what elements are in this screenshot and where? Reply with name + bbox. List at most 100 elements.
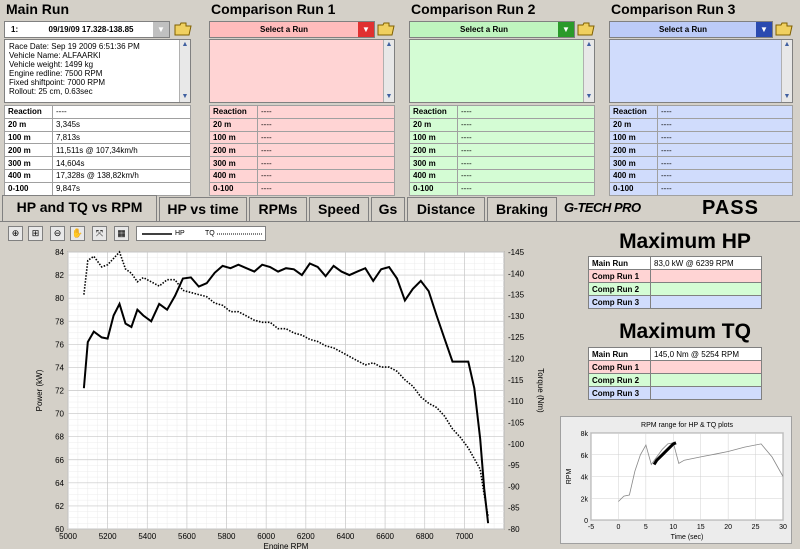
info-scrollbar[interactable]: ▲ ▼ [781,40,792,102]
comp-run-3-select[interactable]: Select a Run ▼ [609,21,773,38]
result-value: ---- [257,156,395,170]
max-tq-table: Main Run 145,0 Nm @ 5254 RPM Comp Run 1 Com… [588,347,762,400]
mini-y-tick-label: 0 [584,518,588,525]
result-label: 0-100 [209,181,258,196]
tab-speed[interactable]: Speed [309,197,369,221]
open-folder-icon[interactable] [775,22,793,36]
mini-y-tick-label: 8k [581,431,589,438]
max-row-value [650,386,762,400]
graph-legend: HP TQ [136,226,266,241]
chevron-down-icon[interactable]: ▼ [153,22,169,37]
result-row: Reaction ---- [409,105,595,119]
y2-tick-label: -85 [508,504,520,513]
result-row: 0-100 ---- [209,181,395,196]
result-label: 0-100 [409,181,458,196]
max-row-label: Comp Run 1 [588,360,651,374]
open-folder-icon[interactable] [174,22,192,36]
result-value: ---- [257,130,395,145]
info-scrollbar[interactable]: ▲ ▼ [383,40,394,102]
info-scrollbar[interactable]: ▲ ▼ [583,40,594,102]
info-line: Rollout: 25 cm, 0.63sec [9,87,93,96]
max-row: Comp Run 2 [588,373,762,387]
comp-run-1-select[interactable]: Select a Run ▼ [209,21,375,38]
max-row-label: Comp Run 2 [588,373,651,387]
hp-tq-chart[interactable]: 5000 5200 5400 5600 5800 6000 6200 6400 6600 6800… [2,244,558,549]
info-line: Fixed shiftpoint: 7000 RPM [9,78,106,87]
info-line: Race Date: Sep 19 2009 6:51:36 PM [9,42,140,51]
result-value: ---- [657,156,793,170]
result-label: 200 m [609,143,658,158]
y2-tick-label: -140 [508,269,525,278]
main-run-select-value: 09/19/09 17.328-138.85 [48,25,134,34]
tab-gs[interactable]: Gs [371,197,405,221]
result-value: 17,328s @ 138,82km/h [52,168,191,183]
mini-chart-title: RPM range for HP & TQ plots [641,422,733,429]
open-folder-icon[interactable] [577,22,595,36]
chevron-down-icon[interactable]: ▼ [558,22,574,37]
rpm-range-chart[interactable]: RPM range for HP & TQ plots-5 0 5 10 15 20 25 3… [561,417,791,543]
max-row-label: Main Run [588,347,651,361]
result-value: ---- [657,130,793,145]
x-tick-label: 7000 [455,532,473,541]
result-row: 20 m ---- [609,117,793,132]
zoom-out-icon[interactable]: ⊖ [50,226,65,241]
result-row: Reaction ---- [609,105,793,119]
fit-icon[interactable]: ⤧ [92,226,107,241]
result-row: Reaction ---- [209,105,395,119]
result-label: 0-100 [4,181,53,196]
comp-run-2-select[interactable]: Select a Run ▼ [409,21,575,38]
tab-distance[interactable]: Distance [407,197,485,221]
max-row-label: Main Run [588,256,651,270]
result-label: 100 m [209,130,258,145]
mini-x-axis-label: Time (sec) [671,534,704,541]
tab-hp-tq-vs-rpm[interactable]: HP and TQ vs RPM [2,195,157,221]
main-run-info-box: Race Date: Sep 19 2009 6:51:36 PM Vehicle… [4,39,191,103]
comp-run-1-title: Comparison Run 1 [211,1,336,17]
max-row-value: 145,0 Nm @ 5254 RPM [650,347,762,361]
main-run-title: Main Run [6,1,69,17]
mini-series-selected-range [652,441,677,466]
open-folder-icon[interactable] [377,22,395,36]
y-tick-label: 64 [55,479,64,488]
x-tick-label: 6400 [337,532,355,541]
max-row: Comp Run 2 [588,282,762,296]
result-value: ---- [257,117,395,132]
chevron-down-icon[interactable]: ▼ [358,22,374,37]
result-label: Reaction [4,105,53,119]
main-run-panel: Main Run 1: 09/19/09 17.328-138.85 ▼ Rac… [0,0,205,196]
info-scrollbar[interactable]: ▲ ▼ [179,40,190,102]
result-row: 20 m 3,345s [4,117,191,132]
y2-axis-label: Torque (Nm) [536,368,545,413]
main-run-select[interactable]: 1: 09/19/09 17.328-138.85 ▼ [4,21,170,38]
result-label: 200 m [209,143,258,158]
result-label: Reaction [209,105,258,119]
result-value: ---- [657,181,793,196]
max-row-value: 83,0 kW @ 6239 RPM [650,256,762,270]
result-row: 0-100 ---- [409,181,595,196]
result-label: 200 m [4,143,53,158]
result-value: 11,511s @ 107,34km/h [52,143,191,158]
result-row: 100 m ---- [209,130,395,145]
tab-rpms[interactable]: RPMs [249,197,307,221]
y2-tick-label: -105 [508,418,525,427]
tab-hp-vs-time[interactable]: HP vs time [159,197,247,221]
result-label: 300 m [4,156,53,170]
tab-braking[interactable]: Braking [487,197,557,221]
pan-hand-icon[interactable]: ✋ [70,226,85,241]
zoom-region-icon[interactable]: ⊞ [28,226,43,241]
result-value: ---- [457,181,595,196]
chevron-down-icon[interactable]: ▼ [756,22,772,37]
result-label: 100 m [409,130,458,145]
max-row-value [650,282,762,296]
max-hp-table: Main Run 83,0 kW @ 6239 RPM Comp Run 1 Comp… [588,256,762,309]
result-label: 100 m [4,130,53,145]
result-value: 9,847s [52,181,191,196]
comp-run-2-info-box: ▲ ▼ [409,39,595,103]
max-tq-title: Maximum TQ [619,320,751,343]
result-value: ---- [657,168,793,183]
result-row: Reaction ---- [4,105,191,119]
comp-run-3-info-box: ▲ ▼ [609,39,793,103]
grid-icon[interactable]: ▦ [114,226,129,241]
zoom-icon[interactable]: ⊕ [8,226,23,241]
result-row: 400 m ---- [609,168,793,183]
